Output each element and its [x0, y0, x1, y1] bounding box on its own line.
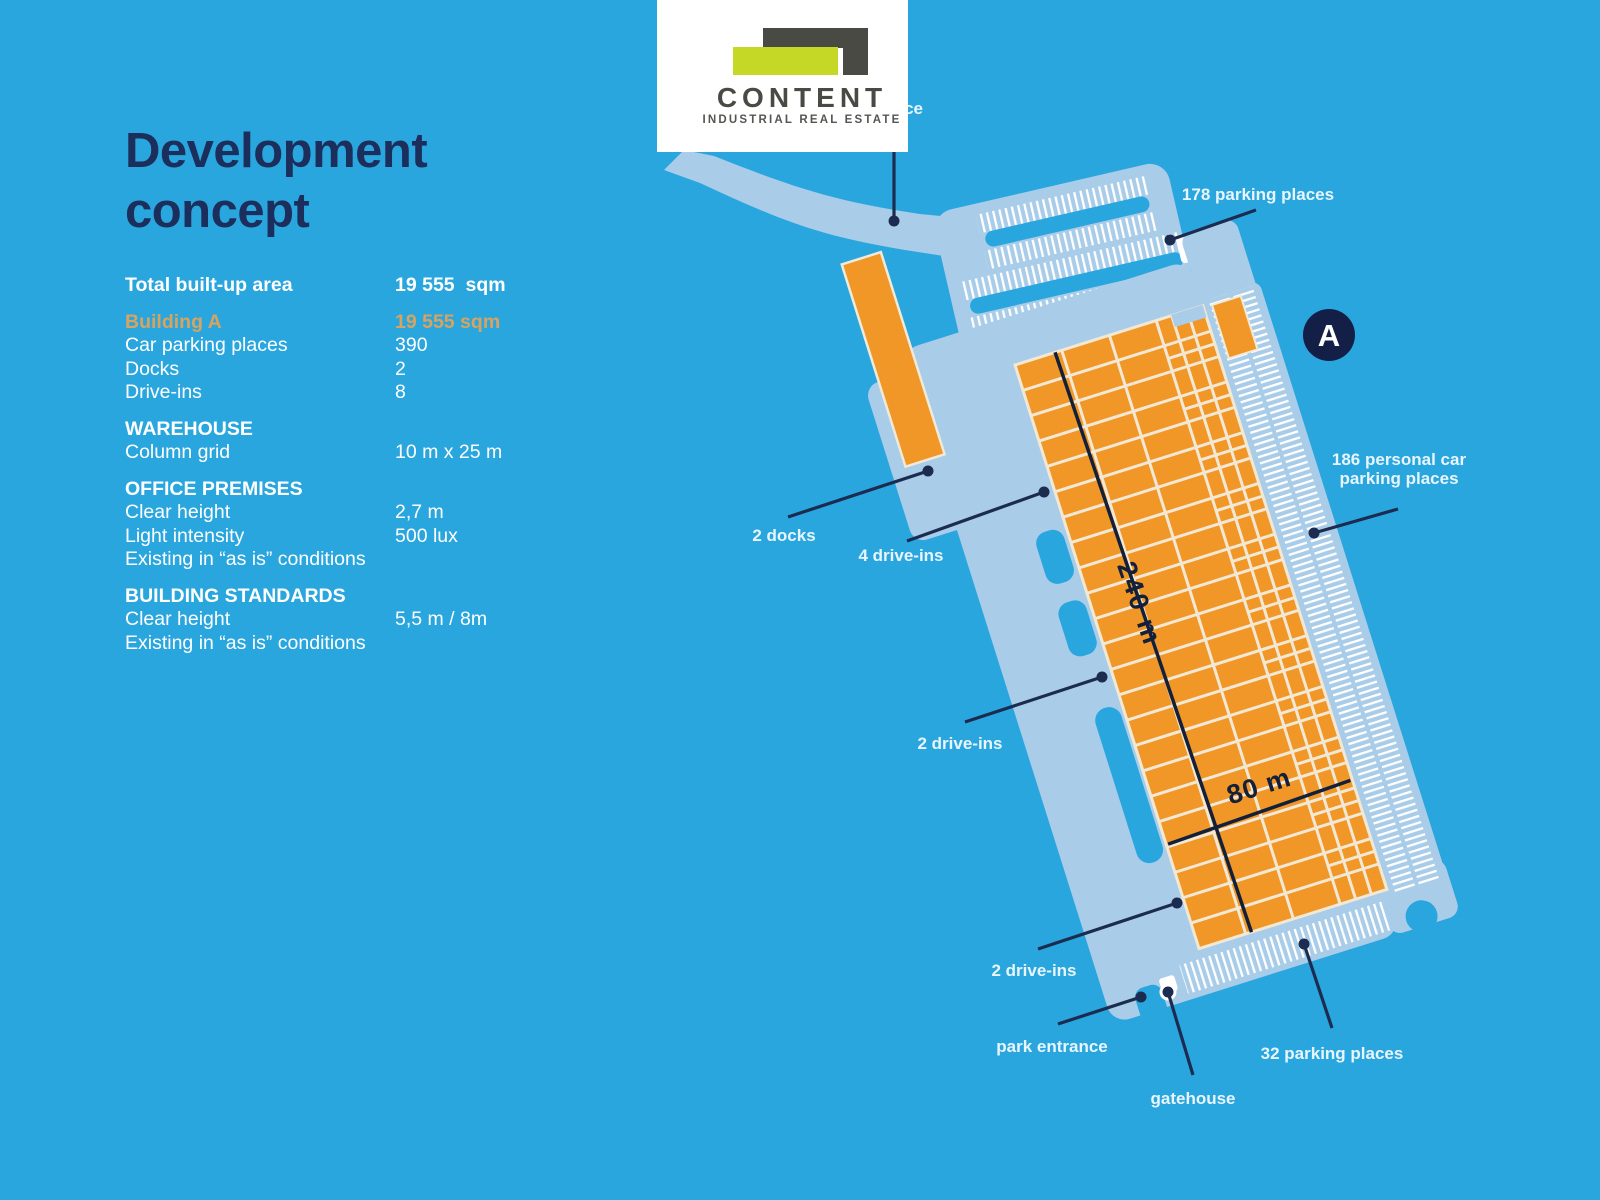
personal-parking-strip: [1208, 293, 1416, 894]
spec-row: Car parking places 390: [125, 334, 428, 356]
dim-240-line: [1053, 351, 1254, 933]
spec-row: Column grid 10 m x 25 m: [125, 441, 503, 463]
dock-strip: [840, 250, 947, 469]
svg-text:A: A: [1318, 318, 1340, 353]
spec-table: Total built-up area 19 555 sqm Building A…: [125, 274, 555, 668]
logo-mark-lime: [733, 47, 838, 75]
label-2-docks: 2 docks: [752, 526, 816, 545]
spec-section-header: OFFICE PREMISES: [125, 477, 303, 500]
label-186-personal: 186 personal car parking places: [1331, 450, 1467, 488]
building-a-badge: A: [1303, 309, 1355, 361]
spec-row: Drive-ins 8: [125, 381, 406, 403]
dim-80-line: [1167, 778, 1352, 846]
spec-row: Total built-up area 19 555 sqm: [125, 274, 506, 296]
page-title: Development concept: [125, 124, 428, 238]
label-4-drive-ins: 4 drive-ins: [858, 546, 944, 565]
spec-row: Building A 19 555 sqm: [125, 310, 501, 333]
spec-section-header: WAREHOUSE: [125, 417, 253, 440]
spec-row: Existing in “as is” conditions: [125, 631, 366, 654]
spec-row: Clear height 2,7 m: [125, 501, 444, 523]
spec-row: Light intensity 500 lux: [125, 524, 458, 547]
logo-tagline: INDUSTRIAL REAL ESTATE: [702, 114, 902, 126]
label-32-parking: 32 parking places: [1260, 1044, 1404, 1063]
bottom-parking-strip: [1179, 901, 1391, 995]
spec-row: Clear height 5,5 m / 8m: [125, 608, 488, 630]
annex-building: [1210, 294, 1259, 360]
logo-mark-dark: [763, 28, 868, 48]
label-gatehouse: gatehouse: [1150, 1089, 1236, 1108]
column-grid: [1022, 310, 1380, 935]
access-road: [664, 150, 1022, 268]
leader-lines: [787, 148, 1399, 1076]
label-178-parking: 178 parking places: [1181, 185, 1335, 204]
building-area: 240 m 80 m: [840, 220, 1458, 1027]
logo-mark-dark-leg: [843, 28, 868, 75]
spec-row: Docks 2: [125, 357, 406, 380]
label-2-drive-ins-lower: 2 drive-ins: [991, 961, 1077, 980]
logo-wordmark: CONTENT: [716, 82, 888, 113]
label-2-drive-ins-upper: 2 drive-ins: [917, 734, 1003, 753]
company-logo: CONTENT INDUSTRIAL REAL ESTATE: [657, 0, 908, 152]
spec-section-header: BUILDING STANDARDS: [125, 584, 346, 607]
label-park-entrance: park entrance: [996, 1037, 1108, 1056]
spec-row: Existing in “as is” conditions: [125, 548, 366, 570]
